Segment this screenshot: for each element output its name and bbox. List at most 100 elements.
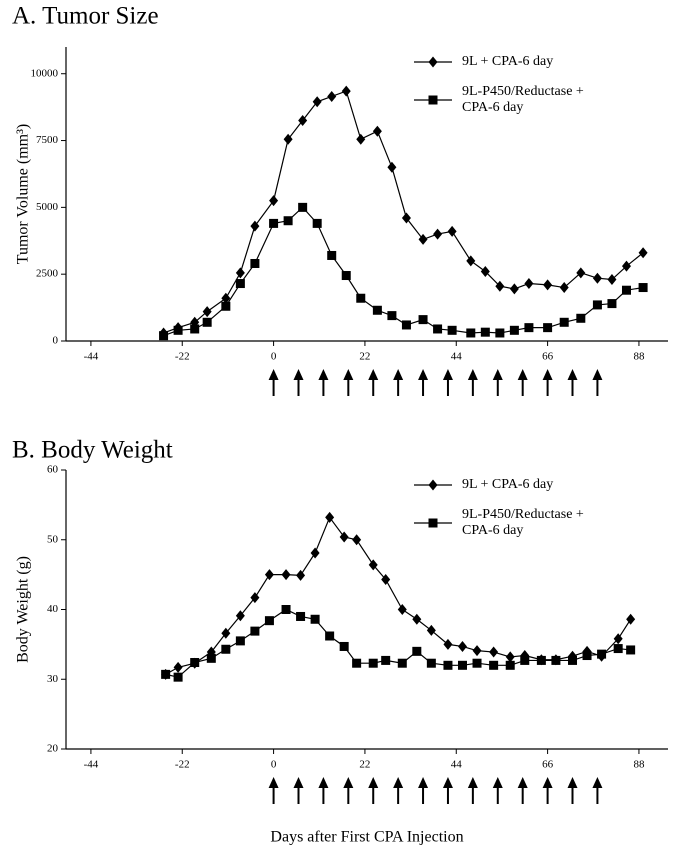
y-tick-label: 50 bbox=[47, 533, 59, 545]
marker bbox=[310, 547, 320, 559]
x-tick-label: 22 bbox=[359, 759, 370, 771]
injection-arrow bbox=[517, 777, 528, 804]
panel-title: B. Body Weight bbox=[12, 437, 173, 464]
x-tick-label: 44 bbox=[451, 351, 463, 363]
marker bbox=[505, 660, 515, 670]
marker bbox=[381, 655, 391, 665]
marker bbox=[426, 624, 436, 636]
marker bbox=[428, 479, 438, 491]
marker bbox=[472, 645, 482, 657]
panel-title: A. Tumor Size bbox=[12, 3, 159, 30]
marker bbox=[457, 640, 467, 652]
x-tick-label: -44 bbox=[84, 351, 99, 363]
arrow-head bbox=[368, 777, 379, 788]
marker bbox=[387, 161, 397, 173]
y-axis-label: Body Weight (g) bbox=[15, 556, 32, 663]
marker bbox=[221, 627, 231, 639]
marker bbox=[443, 638, 453, 650]
injection-arrow bbox=[442, 369, 453, 396]
marker bbox=[412, 613, 422, 625]
marker bbox=[582, 651, 592, 661]
y-axis-label: Tumor Volume (mm³) bbox=[15, 124, 32, 265]
y-tick-label: 0 bbox=[53, 335, 59, 347]
marker bbox=[221, 644, 231, 654]
x-axis-label: Days after First CPA Injection bbox=[270, 829, 463, 846]
marker bbox=[341, 85, 351, 97]
marker bbox=[283, 216, 293, 226]
marker bbox=[520, 655, 530, 665]
marker bbox=[296, 611, 306, 621]
marker bbox=[626, 613, 636, 625]
marker bbox=[339, 641, 349, 651]
injection-arrow bbox=[442, 777, 453, 804]
legend-entry: 9L-P450/Reductase + CPA-6 day bbox=[462, 84, 584, 115]
marker bbox=[283, 133, 293, 145]
injection-arrow bbox=[368, 777, 379, 804]
arrow-head bbox=[567, 777, 578, 788]
marker bbox=[559, 317, 569, 327]
marker bbox=[457, 660, 467, 670]
x-tick-label: 66 bbox=[542, 351, 554, 363]
marker bbox=[466, 328, 476, 338]
marker bbox=[281, 569, 291, 581]
marker bbox=[159, 331, 169, 341]
marker bbox=[372, 305, 382, 315]
marker bbox=[472, 658, 482, 668]
series-line bbox=[163, 90, 644, 334]
marker bbox=[190, 324, 200, 334]
marker bbox=[397, 658, 407, 668]
marker bbox=[381, 574, 391, 586]
y-tick-label: 60 bbox=[47, 464, 59, 476]
marker bbox=[397, 604, 407, 615]
arrow-head bbox=[343, 369, 354, 380]
injection-arrow bbox=[293, 369, 304, 396]
y-tick-label: 30 bbox=[47, 673, 59, 685]
arrow-head bbox=[393, 369, 404, 380]
marker bbox=[269, 218, 279, 228]
injection-arrow bbox=[467, 777, 478, 804]
marker bbox=[298, 202, 308, 212]
arrow-head bbox=[442, 777, 453, 788]
marker bbox=[613, 644, 623, 654]
marker bbox=[480, 266, 490, 278]
marker bbox=[509, 283, 519, 295]
marker bbox=[269, 195, 279, 207]
marker bbox=[206, 653, 216, 663]
marker bbox=[428, 518, 438, 528]
marker bbox=[428, 95, 438, 105]
marker bbox=[372, 125, 382, 137]
marker bbox=[621, 285, 631, 295]
arrow-head bbox=[418, 777, 429, 788]
y-tick-label: 5000 bbox=[36, 201, 59, 213]
marker bbox=[310, 614, 320, 624]
arrow-head bbox=[517, 777, 528, 788]
injection-arrow bbox=[293, 777, 304, 804]
marker bbox=[173, 661, 183, 673]
marker bbox=[235, 279, 245, 289]
marker bbox=[489, 646, 499, 658]
arrow-head bbox=[567, 369, 578, 380]
marker bbox=[592, 300, 602, 310]
arrow-head bbox=[393, 777, 404, 788]
y-tick-label: 10000 bbox=[31, 67, 59, 79]
marker bbox=[505, 651, 515, 663]
marker bbox=[638, 247, 648, 259]
marker bbox=[418, 233, 428, 245]
marker bbox=[368, 658, 378, 668]
injection-arrow bbox=[592, 777, 603, 804]
arrow-head bbox=[368, 369, 379, 380]
x-tick-label: 88 bbox=[633, 759, 645, 771]
marker bbox=[480, 327, 490, 337]
marker bbox=[202, 306, 212, 318]
injection-arrow bbox=[268, 369, 279, 396]
marker bbox=[327, 90, 337, 102]
marker bbox=[190, 658, 200, 668]
arrow-head bbox=[592, 369, 603, 380]
marker bbox=[576, 313, 586, 323]
x-tick-label: -22 bbox=[175, 759, 190, 771]
legend-label: 9L-P450/Reductase + CPA-6 day bbox=[462, 84, 584, 115]
injection-arrow bbox=[592, 369, 603, 396]
injection-arrow bbox=[467, 369, 478, 396]
marker bbox=[418, 315, 428, 325]
injection-arrow bbox=[418, 369, 429, 396]
